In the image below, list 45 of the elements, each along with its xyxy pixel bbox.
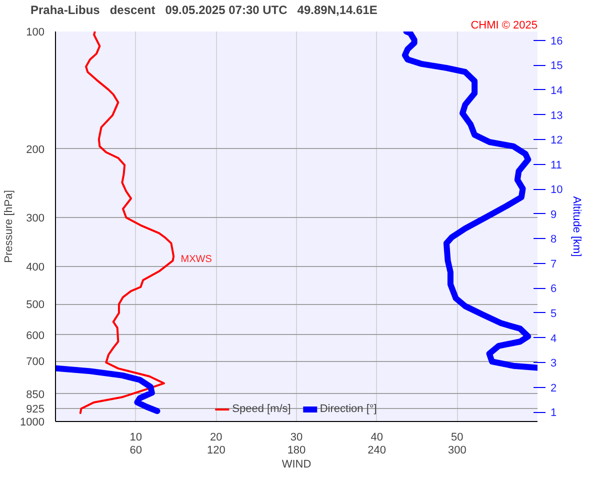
y2-tick-label: 8 <box>550 234 557 246</box>
line-series <box>79 32 175 414</box>
y2-tick-label: 13 <box>550 110 563 122</box>
x-tick-label: 20 <box>210 432 222 444</box>
y2-tick-label: 1 <box>550 407 557 420</box>
x2-tick-label: 300 <box>448 444 466 456</box>
x-axis-title: WIND <box>282 458 312 470</box>
y-tick-label: 850 <box>26 388 45 401</box>
y-axis-title: Pressure [hPa] <box>3 190 16 263</box>
x2-tick-label: 240 <box>368 444 386 456</box>
y2-tick-label: 7 <box>550 258 557 270</box>
annotation: CHMI © 2025 <box>470 20 538 32</box>
y2-tick-label: 9 <box>550 208 557 221</box>
legend-label: Speed [m/s] <box>232 403 291 415</box>
legend-label: Direction [°] <box>320 403 377 415</box>
x-tick-label: 40 <box>370 432 383 444</box>
y2-tick-label: 15 <box>550 60 563 72</box>
y-tick-label: 500 <box>26 299 45 312</box>
y-tick-label: 600 <box>26 330 45 342</box>
x-tick-label: 10 <box>130 432 142 444</box>
x2-tick-label: 120 <box>206 444 226 456</box>
y-tick-label: 300 <box>26 212 45 225</box>
y-tick-label: 1000 <box>20 416 45 428</box>
annotation: MXWS <box>180 254 212 265</box>
y-tick-label: 200 <box>26 144 45 156</box>
y2-tick-label: 4 <box>550 332 557 345</box>
y-tick-label: 700 <box>26 356 45 368</box>
y2-tick-label: 12 <box>550 134 563 147</box>
x2-tick-label: 60 <box>130 444 142 456</box>
y2-tick-label: 5 <box>550 308 557 320</box>
x-tick-label: 30 <box>290 432 303 444</box>
y2-axis-title: Altitude [km] <box>570 196 583 257</box>
y2-tick-label: 11 <box>550 159 562 172</box>
y2-tick-label: 14 <box>550 84 563 97</box>
y2-tick-label: 10 <box>550 184 563 196</box>
y2-tick-label: 6 <box>550 283 557 296</box>
chart-title: Praha-Libus descent 09.05.2025 07:30 UTC 49.89N,14.61E <box>30 3 378 17</box>
y-tick-label: 400 <box>26 261 45 274</box>
x-tick-label: 50 <box>451 432 464 444</box>
x2-tick-label: 180 <box>287 444 306 456</box>
y-tick-label: 100 <box>26 26 45 38</box>
y-tick-label: 925 <box>26 403 45 416</box>
y2-tick-label: 16 <box>550 35 563 48</box>
y2-tick-label: 2 <box>550 382 557 394</box>
y2-tick-label: 3 <box>550 358 557 370</box>
